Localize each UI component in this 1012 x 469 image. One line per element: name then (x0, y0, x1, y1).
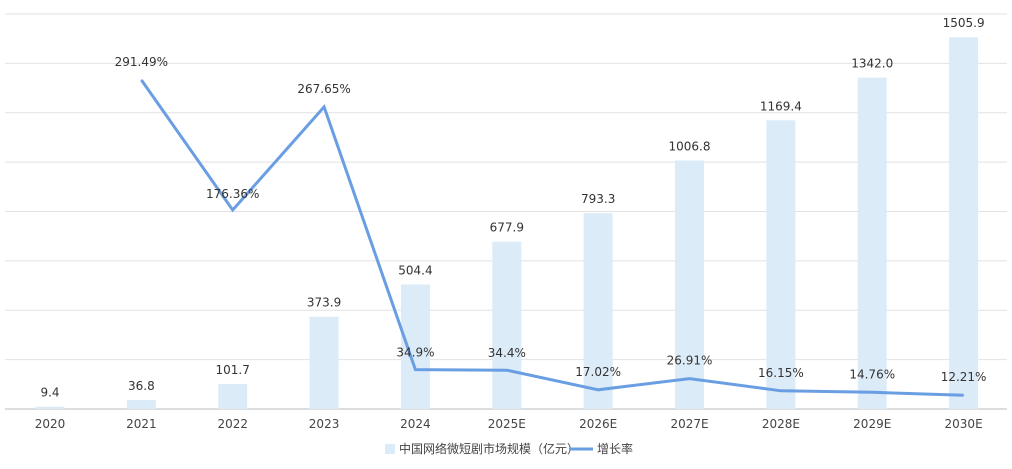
bar (309, 316, 339, 409)
bar-value-label: 1006.8 (669, 139, 711, 153)
x-tick-label: 2030E (945, 417, 983, 431)
x-tick-label: 2028E (762, 417, 800, 431)
growth-rate-label: 176.36% (206, 187, 259, 201)
legend: 中国网络微短剧市场规模（亿元） 增长率 (385, 441, 633, 456)
x-tick-label: 2023 (309, 417, 340, 431)
line-point (780, 390, 782, 392)
growth-rate-line (140, 79, 964, 397)
bar-value-label: 9.4 (40, 386, 59, 400)
growth-rate-label: 26.91% (667, 354, 713, 368)
growth-rate-label: 17.02% (575, 365, 621, 379)
bar-value-label: 101.7 (216, 363, 250, 377)
line-point (597, 389, 599, 391)
line-data-labels: 291.49% 176.36% 267.65% 34.9% 34.4% 17.02% 26.… (115, 55, 987, 384)
bar-value-label: 504.4 (398, 263, 432, 277)
bar (126, 399, 156, 409)
bar (857, 77, 887, 409)
bar-value-label: 1342.0 (851, 57, 893, 71)
bar (400, 284, 430, 409)
x-tick-label: 2020 (35, 417, 66, 431)
line-point (689, 378, 691, 380)
x-tick-label: 2029E (853, 417, 891, 431)
legend-line-label: 增长率 (597, 441, 633, 456)
growth-rate-label: 14.76% (849, 367, 895, 381)
growth-rate-label: 12.21% (941, 370, 987, 384)
bar (218, 383, 248, 409)
line-point (232, 209, 234, 211)
legend-bar-swatch (385, 444, 395, 454)
line-point (871, 391, 873, 393)
x-tick-label: 2026E (579, 417, 617, 431)
line-point (963, 394, 965, 396)
line-point (414, 369, 416, 371)
x-tick-label: 2021 (126, 417, 157, 431)
line-series (140, 79, 965, 397)
x-tick-label: 2022 (217, 417, 248, 431)
growth-rate-label: 267.65% (297, 82, 350, 96)
bar-data-labels: 9.4 36.8 101.7 373.9 504.4 677.9 793.3 1006.8 11… (40, 16, 984, 399)
bar (492, 241, 522, 409)
bar-series (35, 37, 979, 410)
bar (949, 37, 979, 410)
growth-rate-label: 34.9% (396, 346, 434, 360)
legend-bar-label: 中国网络微短剧市场规模（亿元） (399, 441, 579, 456)
x-axis-ticks: 2020 2021 2022 2023 2024 2025E 2026E 2027E 2028E… (35, 417, 983, 431)
line-point (140, 79, 142, 81)
line-point (506, 369, 508, 371)
x-tick-label: 2025E (488, 417, 526, 431)
bar (766, 120, 796, 409)
growth-rate-label: 291.49% (115, 55, 168, 69)
bar-value-label: 1169.4 (760, 99, 802, 113)
bar (583, 213, 613, 409)
bar-value-label: 36.8 (128, 379, 155, 393)
bar-value-label: 1505.9 (943, 16, 985, 30)
bar-value-label: 793.3 (581, 192, 615, 206)
x-tick-label: 2027E (670, 417, 708, 431)
growth-rate-label: 16.15% (758, 366, 804, 380)
bar-value-label: 677.9 (490, 221, 524, 235)
x-tick-label: 2024 (400, 417, 431, 431)
line-point (323, 106, 325, 108)
growth-rate-label: 34.4% (488, 346, 526, 360)
bar (35, 406, 65, 409)
bar (675, 160, 705, 409)
bar-value-label: 373.9 (307, 296, 341, 310)
